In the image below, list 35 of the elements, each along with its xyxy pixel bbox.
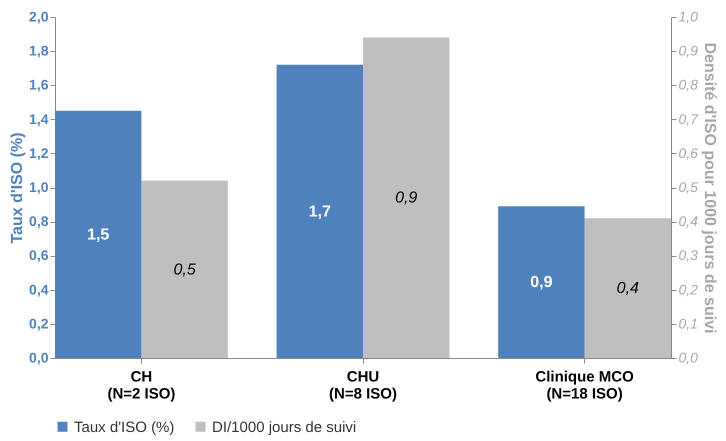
y-tick-label: 1,0 <box>29 179 49 195</box>
y2-tick-label: 0,1 <box>678 315 698 332</box>
data-label: 0,4 <box>616 280 640 298</box>
y-tick-label: 0,2 <box>29 315 49 332</box>
y-tick-label: 0,4 <box>29 281 49 298</box>
y-tick-label: 0,8 <box>29 213 49 230</box>
legend-label: Taux d'ISO (%) <box>74 418 174 436</box>
y-axis-title: Taux d'ISO (%) <box>9 132 26 244</box>
y2-tick-label: 0,2 <box>678 281 698 298</box>
y-tick-label: 1,8 <box>29 42 49 59</box>
y2-tick-label: 1,0 <box>678 8 698 24</box>
x-tick-label: CH (N=2 ISO) <box>107 368 176 402</box>
legend-label: DI/1000 jours de suivi <box>212 418 356 436</box>
y2-tick-label: 0,3 <box>678 247 698 264</box>
x-tick-label: CHU (N=8 ISO) <box>329 368 397 402</box>
y2-tick-label: 0,7 <box>678 110 700 127</box>
y2-axis-title: Densité d'ISO pour 1000 jours de suivi <box>700 42 718 334</box>
data-label: 1,7 <box>308 203 332 220</box>
y-tick-label: 1,6 <box>29 76 49 93</box>
x-tick-label: Clinique MCO (N=18 ISO) <box>535 368 634 402</box>
y-tick-label: 2,0 <box>29 8 49 24</box>
data-label: 0,9 <box>395 190 418 207</box>
y2-tick-label: 0,4 <box>678 213 698 230</box>
y-tick-label: 1,2 <box>29 144 49 161</box>
data-label: 0,5 <box>174 261 196 278</box>
y2-tick-label: 0,5 <box>678 179 698 195</box>
y-tick-label: 0,6 <box>29 247 49 264</box>
y2-tick-label: 0,8 <box>678 76 698 93</box>
y-tick-label: 0,0 <box>29 350 49 366</box>
y2-tick-label: 0,0 <box>678 350 698 366</box>
y2-tick-label: 0,6 <box>678 144 698 161</box>
y-tick-label: 1,4 <box>29 110 49 127</box>
data-label: 1,5 <box>87 226 110 244</box>
data-label: 0,9 <box>530 274 553 292</box>
y2-tick-label: 0,9 <box>678 42 698 59</box>
